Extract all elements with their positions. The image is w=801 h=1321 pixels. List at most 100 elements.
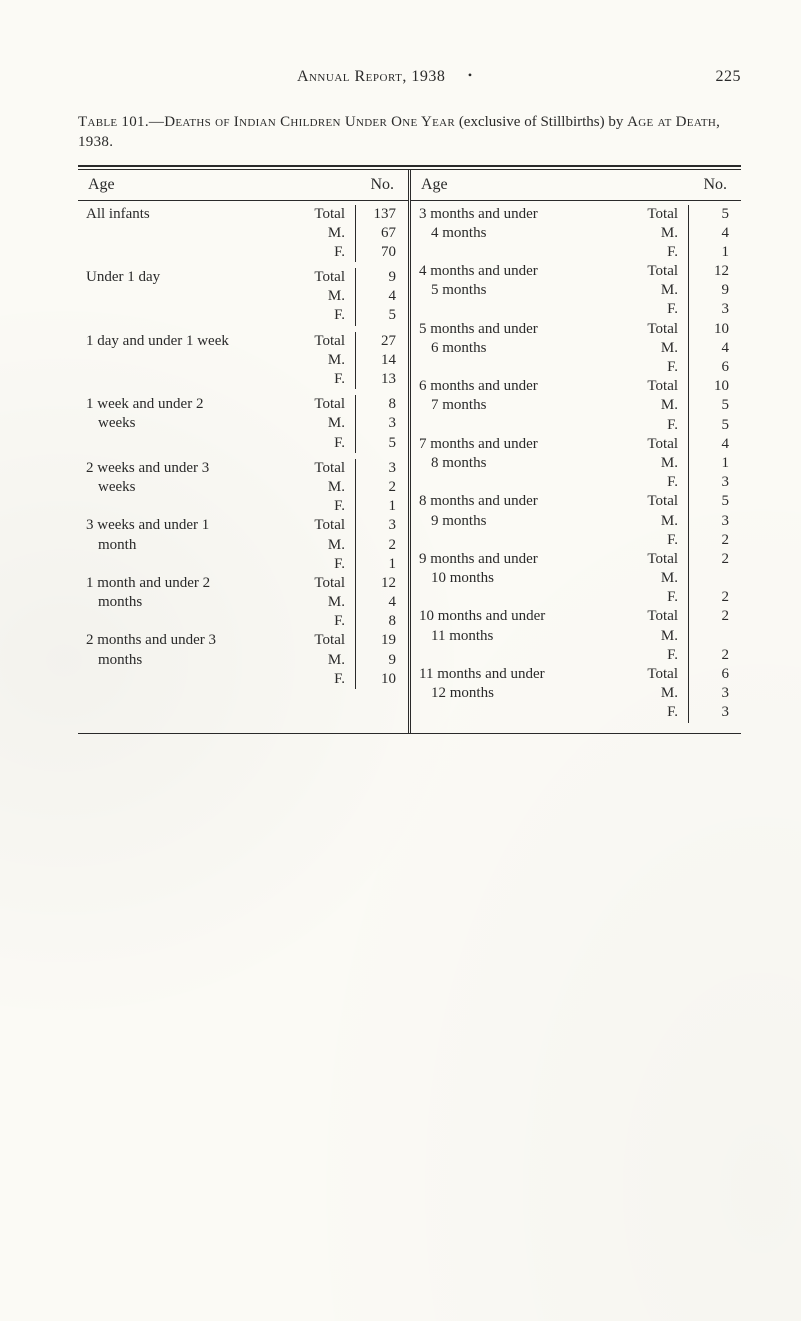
- row-label: 7 months: [411, 396, 554, 415]
- head-age-left: Age: [88, 176, 115, 194]
- right-column: Age No. 3 months and under Total 5 4 mon…: [408, 170, 741, 733]
- table-row: 6 months M. 4: [411, 339, 741, 358]
- row-suffix: M.: [626, 684, 689, 703]
- table-row: months M. 4: [78, 593, 408, 612]
- table-row: F. 8: [78, 612, 408, 631]
- row-value: 3: [689, 512, 741, 531]
- row-suffix: Total: [626, 262, 689, 281]
- caption-by: by: [608, 114, 623, 130]
- row-label: 3 weeks and under 1: [78, 516, 249, 535]
- row-value: 3: [689, 473, 741, 492]
- row-value: 3: [689, 703, 741, 722]
- row-label: months: [78, 651, 216, 670]
- table-row: F. 2: [411, 646, 741, 665]
- row-suffix: F.: [626, 646, 689, 665]
- row-label: 6 months and under: [411, 377, 580, 396]
- row-value: 6: [689, 665, 741, 684]
- row-suffix: M.: [626, 396, 689, 415]
- table-row: 7 months and under Total 4: [411, 435, 741, 454]
- table-row: 5 months and under Total 10: [411, 320, 741, 339]
- row-suffix: F.: [293, 612, 356, 631]
- row-suffix: Total: [626, 435, 689, 454]
- row-suffix: Total: [626, 607, 689, 626]
- row-suffix: Total: [626, 550, 689, 569]
- row-value: 10: [689, 320, 741, 339]
- row-value: 8: [356, 395, 408, 414]
- table-caption: Table 101.—Deaths of Indian Children Und…: [78, 112, 741, 153]
- row-suffix: F.: [293, 306, 356, 325]
- row-suffix: Total: [293, 268, 356, 287]
- row-suffix: Total: [293, 516, 356, 535]
- row-value: 4: [689, 339, 741, 358]
- table-row: F. 6: [411, 358, 741, 377]
- row-suffix: M.: [293, 351, 356, 370]
- caption-parenthetical: (exclusive of Stillbirths): [459, 114, 605, 130]
- row-value: 9: [356, 651, 408, 670]
- row-value: 5: [356, 434, 408, 453]
- table-row: F. 1: [78, 497, 408, 516]
- row-value: 1: [356, 555, 408, 574]
- table-row: 1 day and under 1 week Total 27: [78, 332, 408, 351]
- row-label: 1 week and under 2: [78, 395, 246, 414]
- row-label: 4 months and under: [411, 262, 580, 281]
- row-value: 2: [689, 607, 741, 626]
- table-row: 1 week and under 2 Total 8: [78, 395, 408, 414]
- table-row: F. 3: [411, 300, 741, 319]
- row-value: 6: [689, 358, 741, 377]
- row-suffix: F.: [626, 243, 689, 262]
- page-number: 225: [716, 68, 742, 86]
- left-column-head: Age No.: [78, 170, 408, 200]
- row-suffix: M.: [626, 454, 689, 473]
- row-suffix: F.: [626, 588, 689, 607]
- row-suffix: M.: [626, 224, 689, 243]
- row-value: 70: [356, 243, 408, 262]
- row-value: 14: [356, 351, 408, 370]
- row-suffix: Total: [293, 395, 356, 414]
- row-label: 8 months: [411, 454, 554, 473]
- row-value: 1: [689, 454, 741, 473]
- row-suffix: Total: [626, 492, 689, 511]
- table-row: F. 70: [78, 243, 408, 262]
- table-row: Under 1 day Total 9: [78, 268, 408, 287]
- table-row: F. 13: [78, 370, 408, 389]
- right-column-head: Age No.: [411, 170, 741, 200]
- table-row: F. 2: [411, 588, 741, 607]
- row-label: weeks: [78, 414, 212, 433]
- row-label: 11 months and under: [411, 665, 583, 684]
- row-value: 5: [356, 306, 408, 325]
- row-suffix: Total: [293, 631, 356, 650]
- row-value: 2: [356, 536, 408, 555]
- table-row: F. 10: [78, 670, 408, 689]
- row-value: 4: [356, 287, 408, 306]
- head-no-right: No.: [703, 176, 727, 194]
- row-label: 3 months and under: [411, 205, 580, 224]
- row-value: 9: [356, 268, 408, 287]
- columns: Age No. All infants Total 137 M. 67: [78, 170, 741, 733]
- row-value: 4: [689, 435, 741, 454]
- row-label: 5 months and under: [411, 320, 580, 339]
- row-suffix: M.: [293, 536, 356, 555]
- left-column: Age No. All infants Total 137 M. 67: [78, 170, 408, 733]
- row-suffix: F.: [626, 703, 689, 722]
- table-row: 8 months M. 1: [411, 454, 741, 473]
- table-row: F. 2: [411, 531, 741, 550]
- row-value: 4: [689, 224, 741, 243]
- row-label: 8 months and under: [411, 492, 580, 511]
- table-row: 7 months M. 5: [411, 396, 741, 415]
- row-suffix: Total: [293, 459, 356, 478]
- table-row: 9 months M. 3: [411, 512, 741, 531]
- row-value: 9: [689, 281, 741, 300]
- row-suffix: Total: [293, 332, 356, 351]
- row-suffix: M.: [626, 627, 689, 646]
- row-suffix: F.: [626, 358, 689, 377]
- table-row: F. 3: [411, 703, 741, 722]
- row-value: 10: [356, 670, 408, 689]
- table-row: 4 months M. 4: [411, 224, 741, 243]
- table-row: 3 months and under Total 5: [411, 205, 741, 224]
- table-row: M. 67: [78, 224, 408, 243]
- row-label: Under 1 day: [78, 268, 225, 287]
- row-label: 2 months and under 3: [78, 631, 253, 650]
- row-value: 2: [689, 531, 741, 550]
- table-row: M. 14: [78, 351, 408, 370]
- row-value: 10: [689, 377, 741, 396]
